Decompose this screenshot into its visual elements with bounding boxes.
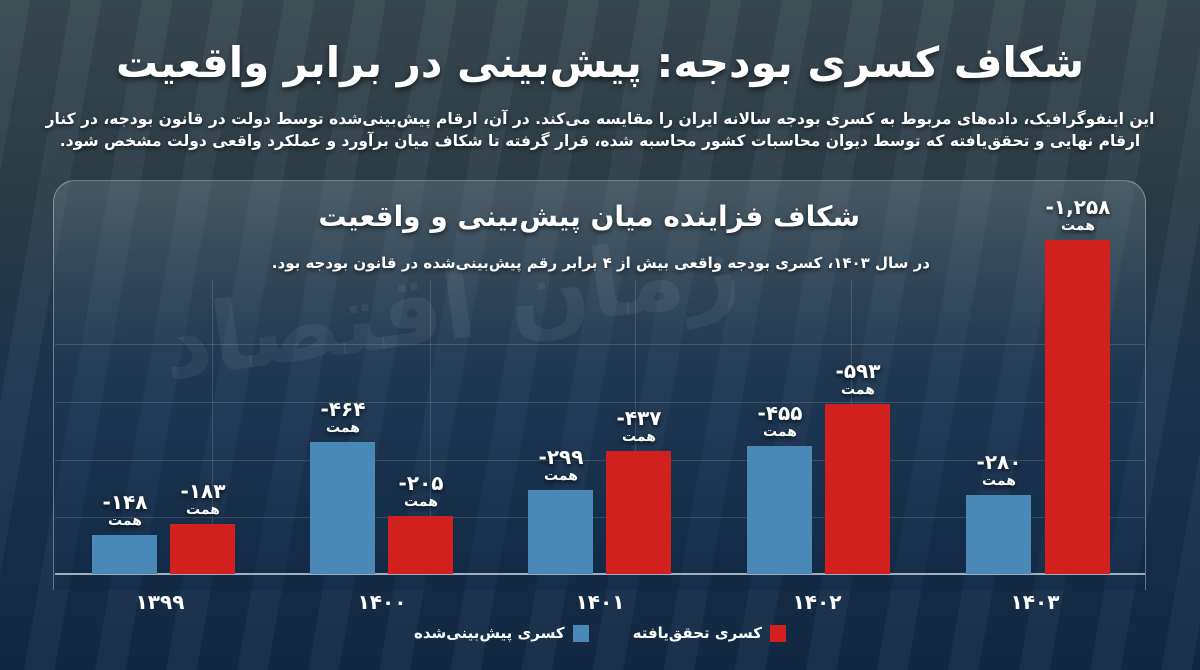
data-label-unit: همت bbox=[108, 513, 142, 529]
bar-actual bbox=[388, 516, 453, 574]
bar-forecast bbox=[92, 535, 157, 574]
data-label-value: -۲۰۵ bbox=[398, 471, 444, 495]
intro-text: این اینفوگرافیک، داده‌های مربوط به کسری … bbox=[45, 110, 1155, 150]
bar-forecast bbox=[747, 446, 812, 574]
data-label: -۴۶۴ همت bbox=[293, 398, 393, 436]
data-label-unit: همت bbox=[1061, 218, 1095, 234]
gridline bbox=[55, 460, 1145, 461]
data-label-unit: همت bbox=[841, 382, 875, 398]
legend-item-actual: کسری تحقق‌یافته bbox=[633, 624, 786, 642]
data-label: -۱۴۸ همت bbox=[75, 491, 175, 529]
chart-panel bbox=[53, 180, 1146, 590]
data-label: -۵۹۳ همت bbox=[808, 360, 908, 398]
data-label-value: -۱,۲۵۸ bbox=[1045, 195, 1111, 219]
data-label-unit: همت bbox=[763, 424, 797, 440]
legend: کسری تحقق‌یافته کسری پیش‌بینی‌شده bbox=[400, 621, 800, 645]
data-label: -۱,۲۵۸ همت bbox=[1028, 196, 1128, 234]
x-tick-label: ۱۴۰۱ bbox=[575, 590, 625, 614]
x-axis-line bbox=[55, 573, 1145, 575]
data-label-unit: همت bbox=[186, 502, 220, 518]
data-label: -۱۸۳ همت bbox=[153, 480, 253, 518]
data-label: -۲۸۰ همت bbox=[949, 451, 1049, 489]
gridline-vertical bbox=[212, 280, 213, 574]
data-label-value: -۱۸۳ bbox=[180, 479, 226, 503]
data-label: -۲۹۹ همت bbox=[511, 446, 611, 484]
page-title: شکاف کسری بودجه: پیش‌بینی در برابر واقعی… bbox=[115, 38, 1085, 87]
gridline-vertical bbox=[430, 280, 431, 574]
gridline bbox=[55, 517, 1145, 518]
data-label-value: -۲۸۰ bbox=[976, 450, 1022, 474]
legend-swatch-forecast bbox=[572, 624, 589, 642]
bar-actual bbox=[825, 404, 890, 574]
data-label-value: -۴۵۵ bbox=[757, 401, 803, 425]
bar-forecast bbox=[310, 442, 375, 574]
chart-subtitle: در سال ۱۴۰۳، کسری بودجه واقعی بیش از ۴ ب… bbox=[271, 254, 930, 272]
data-label-unit: همت bbox=[982, 473, 1016, 489]
bar-actual bbox=[1045, 240, 1110, 574]
chart-title: شکاف فزاینده میان پیش‌بینی و واقعیت bbox=[318, 200, 860, 233]
bar-forecast bbox=[966, 495, 1031, 574]
data-label-unit: همت bbox=[326, 420, 360, 436]
data-label-unit: همت bbox=[622, 429, 656, 445]
data-label-unit: همت bbox=[404, 494, 438, 510]
data-label: -۲۰۵ همت bbox=[371, 472, 471, 510]
bar-actual bbox=[170, 524, 235, 574]
x-tick-label: ۱۴۰۲ bbox=[792, 590, 842, 614]
data-label-value: -۴۶۴ bbox=[320, 397, 366, 421]
bar-forecast bbox=[528, 490, 593, 574]
x-tick-label: ۱۳۹۹ bbox=[135, 590, 185, 614]
x-tick-label: ۱۴۰۰ bbox=[357, 590, 407, 614]
data-label: -۴۵۵ همت bbox=[730, 402, 830, 440]
bar-actual bbox=[606, 451, 671, 574]
data-label-value: -۲۹۹ bbox=[538, 445, 584, 469]
data-label-value: -۱۴۸ bbox=[102, 490, 148, 514]
data-label: -۴۳۷ همت bbox=[589, 407, 689, 445]
data-label-value: -۴۳۷ bbox=[616, 406, 662, 430]
legend-label: کسری تحقق‌یافته bbox=[632, 624, 762, 642]
gridline-vertical bbox=[635, 280, 636, 574]
gridline bbox=[55, 344, 1145, 345]
x-tick-label: ۱۴۰۳ bbox=[1010, 590, 1060, 614]
data-label-unit: همت bbox=[544, 468, 578, 484]
data-label-value: -۵۹۳ bbox=[835, 359, 881, 383]
gridline bbox=[55, 402, 1145, 403]
legend-label: کسری پیش‌بینی‌شده bbox=[414, 624, 565, 642]
legend-item-forecast: کسری پیش‌بینی‌شده bbox=[414, 624, 589, 642]
legend-swatch-actual bbox=[769, 624, 786, 642]
